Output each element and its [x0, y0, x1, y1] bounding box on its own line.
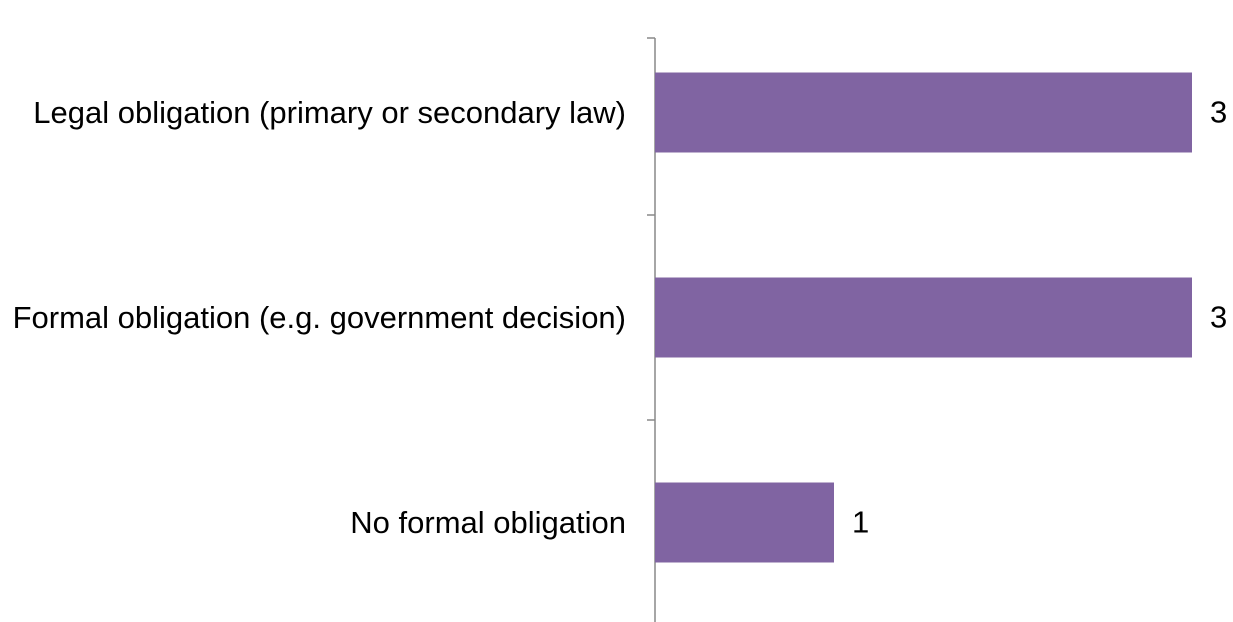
value-label: 3 — [1210, 300, 1227, 335]
value-label: 1 — [852, 505, 869, 540]
bar — [655, 482, 834, 563]
bar — [655, 72, 1192, 153]
bar — [655, 277, 1192, 358]
category-label: Legal obligation (primary or secondary l… — [33, 94, 626, 130]
category-label: Formal obligation (e.g. government decis… — [12, 299, 626, 335]
value-label: 3 — [1210, 95, 1227, 130]
category-label: No formal obligation — [350, 504, 626, 540]
